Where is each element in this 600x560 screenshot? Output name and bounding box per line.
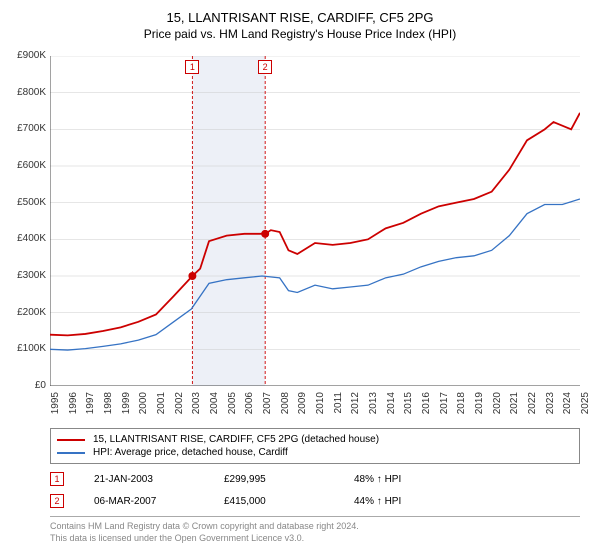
x-axis-label: 1998 [103,392,114,422]
x-axis-label: 1997 [85,392,96,422]
y-axis-label: £300K [6,270,46,281]
x-axis-label: 1999 [121,392,132,422]
sale-row: 2 06-MAR-2007£415,00044% ↑ HPI [50,490,580,512]
y-axis-label: £0 [6,380,46,391]
chart-area: £0£100K£200K£300K£400K£500K£600K£700K£80… [50,56,580,386]
x-axis-label: 2013 [368,392,379,422]
x-axis-label: 2022 [527,392,538,422]
sale-pct: 48% ↑ HPI [354,474,484,485]
x-axis-label: 2001 [156,392,167,422]
sale-price: £299,995 [224,474,354,485]
y-axis-label: £500K [6,197,46,208]
footer: Contains HM Land Registry data © Crown c… [50,516,580,544]
x-axis-label: 2008 [280,392,291,422]
x-axis-label: 2024 [562,392,573,422]
x-axis-label: 2016 [421,392,432,422]
x-axis-label: 1996 [68,392,79,422]
y-axis-label: £600K [6,160,46,171]
y-axis-label: £800K [6,87,46,98]
sale-price: £415,000 [224,496,354,507]
chart-subtitle: Price paid vs. HM Land Registry's House … [0,25,600,41]
event-marker: 2 [258,60,272,74]
x-axis-label: 2002 [174,392,185,422]
x-axis-label: 2023 [545,392,556,422]
sale-badge: 1 [50,472,64,486]
x-axis-label: 1995 [50,392,61,422]
y-axis-label: £900K [6,50,46,61]
chart-title: 15, LLANTRISANT RISE, CARDIFF, CF5 2PG [0,0,600,25]
legend-box: 15, LLANTRISANT RISE, CARDIFF, CF5 2PG (… [50,428,580,464]
x-axis-label: 2010 [315,392,326,422]
x-axis-label: 2014 [386,392,397,422]
legend-label: 15, LLANTRISANT RISE, CARDIFF, CF5 2PG (… [93,434,379,445]
x-axis-label: 2006 [244,392,255,422]
x-axis-label: 2003 [191,392,202,422]
x-axis-label: 2025 [580,392,591,422]
x-axis-label: 2004 [209,392,220,422]
sale-badge: 2 [50,494,64,508]
sales-table: 1 21-JAN-2003£299,99548% ↑ HPI 2 06-MAR-200… [50,468,580,512]
chart-svg [50,56,580,386]
y-axis-label: £200K [6,307,46,318]
y-axis-label: £700K [6,123,46,134]
footer-line2: This data is licensed under the Open Gov… [50,533,580,545]
event-marker: 1 [185,60,199,74]
sale-date: 21-JAN-2003 [94,474,224,485]
x-axis-label: 2009 [297,392,308,422]
x-axis-label: 2021 [509,392,520,422]
sale-row: 1 21-JAN-2003£299,99548% ↑ HPI [50,468,580,490]
x-axis-label: 2011 [333,392,344,422]
x-axis-label: 2012 [350,392,361,422]
y-axis-label: £100K [6,343,46,354]
x-axis-label: 2000 [138,392,149,422]
legend-swatch [57,452,85,454]
x-axis-label: 2017 [439,392,450,422]
legend-row: 15, LLANTRISANT RISE, CARDIFF, CF5 2PG (… [57,433,573,446]
sale-date: 06-MAR-2007 [94,496,224,507]
x-axis-label: 2005 [227,392,238,422]
legend-label: HPI: Average price, detached house, Card… [93,447,288,458]
x-axis-label: 2020 [492,392,503,422]
x-axis-label: 2018 [456,392,467,422]
y-axis-label: £400K [6,233,46,244]
chart-container: 15, LLANTRISANT RISE, CARDIFF, CF5 2PG P… [0,0,600,560]
x-axis-label: 2015 [403,392,414,422]
sale-pct: 44% ↑ HPI [354,496,484,507]
x-axis-label: 2007 [262,392,273,422]
legend-row: HPI: Average price, detached house, Card… [57,446,573,459]
footer-line1: Contains HM Land Registry data © Crown c… [50,521,580,533]
x-axis-label: 2019 [474,392,485,422]
legend-swatch [57,439,85,441]
